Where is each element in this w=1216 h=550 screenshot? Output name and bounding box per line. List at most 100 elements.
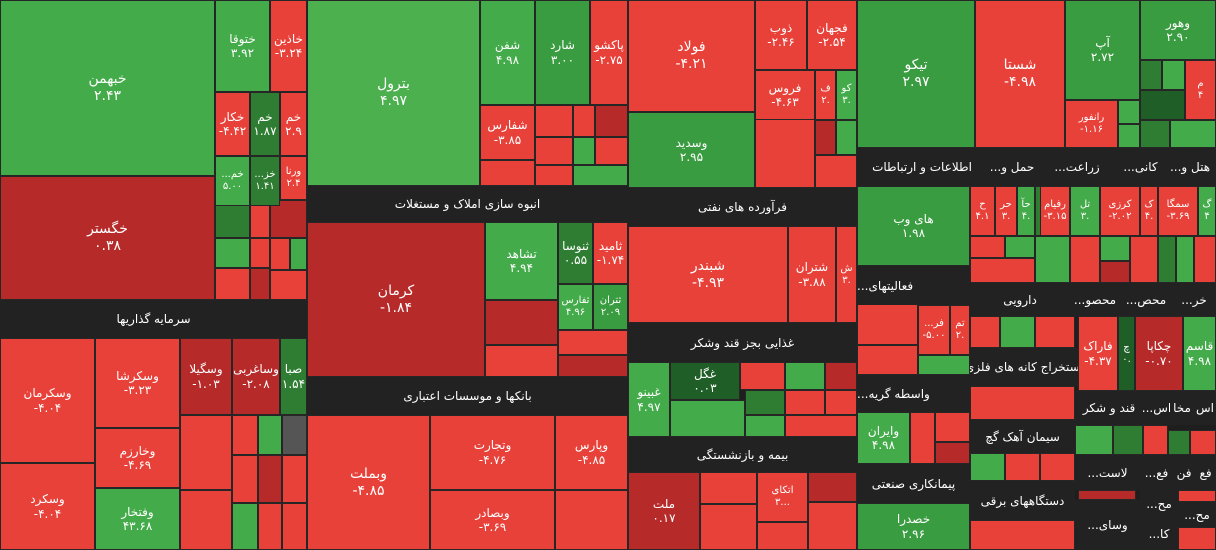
sector-header[interactable]: انبوه سازی املاک و مستغلات xyxy=(307,186,628,222)
treemap-cell[interactable] xyxy=(970,453,1005,481)
treemap-cell[interactable] xyxy=(745,390,785,415)
tile-web[interactable]: های وب ۱.۹۸ xyxy=(857,186,970,266)
tile-ghabino[interactable]: غبینو ۴.۹۷ xyxy=(628,362,670,437)
sector-header[interactable]: کانی... xyxy=(1117,148,1164,186)
treemap-cell[interactable] xyxy=(282,455,307,503)
treemap-cell[interactable] xyxy=(910,412,935,464)
treemap-cell[interactable] xyxy=(836,120,857,155)
tile-vaskord[interactable]: وسکرد -۴.۰۴ xyxy=(0,463,95,550)
treemap-cell[interactable] xyxy=(258,503,282,550)
treemap-cell[interactable] xyxy=(573,137,595,165)
treemap-cell[interactable] xyxy=(232,415,258,455)
tile-safars[interactable]: ثفارس ۴.۹۶ xyxy=(558,284,593,330)
treemap-cell[interactable] xyxy=(745,415,785,437)
treemap-cell[interactable] xyxy=(757,522,808,550)
tile-far[interactable]: فر... -۵.۰۰ xyxy=(918,305,950,355)
tile-sh[interactable]: ش ۳. xyxy=(836,226,857,323)
treemap-cell[interactable] xyxy=(970,386,1075,420)
sector-header[interactable]: فع xyxy=(1195,455,1216,490)
treemap-cell[interactable] xyxy=(535,137,573,165)
treemap-cell[interactable] xyxy=(1118,100,1140,124)
treemap-cell[interactable] xyxy=(573,105,595,137)
tile-shasta[interactable]: شستا -۴.۹۸ xyxy=(975,0,1065,148)
tile-vasgila[interactable]: وسگیلا -۱.۰۳ xyxy=(180,338,232,415)
sector-header[interactable]: لاست... xyxy=(1075,455,1140,490)
treemap-cell[interactable] xyxy=(1143,425,1168,455)
tile-vabesader[interactable]: وبصادر -۳.۶۹ xyxy=(430,490,555,550)
treemap-cell[interactable] xyxy=(180,490,232,550)
sector-header[interactable]: وسای... xyxy=(1075,500,1140,550)
treemap-cell[interactable] xyxy=(1140,90,1185,120)
treemap-cell[interactable] xyxy=(180,415,232,490)
treemap-cell[interactable] xyxy=(1140,60,1162,90)
treemap-cell[interactable] xyxy=(595,105,628,137)
treemap-cell[interactable] xyxy=(1176,236,1194,283)
tile-tashahed[interactable]: تشاهد ۴.۹۴ xyxy=(485,222,558,300)
treemap-cell[interactable] xyxy=(785,390,825,415)
treemap-cell[interactable] xyxy=(815,155,857,188)
treemap-cell[interactable] xyxy=(215,238,250,268)
treemap-cell[interactable] xyxy=(1178,527,1216,550)
sector-header[interactable]: هتل و... xyxy=(1164,148,1216,186)
tile-tam[interactable]: تم ۲. xyxy=(950,305,970,355)
sector-header[interactable]: خر... xyxy=(1172,283,1216,316)
treemap-cell[interactable] xyxy=(250,268,270,300)
treemap-cell[interactable] xyxy=(1130,236,1158,283)
treemap-cell[interactable] xyxy=(970,316,1000,348)
tile-shabandar[interactable]: شبندر -۴.۹۳ xyxy=(628,226,788,323)
tile-vakharazm[interactable]: وخارزم -۴.۶۹ xyxy=(95,428,180,488)
tile-k[interactable]: ک ۴. xyxy=(1140,186,1158,236)
tile-vairan[interactable]: وایران ۴.۹۸ xyxy=(857,412,910,464)
tile-khm1[interactable]: خم ۱.۸۷ xyxy=(250,92,280,156)
treemap-cell[interactable] xyxy=(1158,236,1176,283)
sector-header[interactable]: دارویی xyxy=(970,283,1070,316)
tile-vabemellat[interactable]: وبملت -۴.۸۵ xyxy=(307,415,430,550)
treemap-cell[interactable] xyxy=(485,345,558,377)
tile-khgostar[interactable]: خگستر ۰.۳۸ xyxy=(0,176,215,300)
sector-header[interactable]: واسطه گریه... xyxy=(857,375,970,412)
tile-korazi[interactable]: کرزی -۲.۰۲ xyxy=(1100,186,1140,236)
treemap-cell[interactable] xyxy=(535,105,573,137)
tile-vorna[interactable]: ورنا ۲.۴ xyxy=(280,156,307,200)
sector-header[interactable]: کا... xyxy=(1140,517,1178,550)
sector-header[interactable]: مخا xyxy=(1170,391,1194,425)
treemap-cell[interactable] xyxy=(232,455,258,503)
treemap-cell[interactable] xyxy=(485,300,558,345)
sector-header[interactable]: فن xyxy=(1173,455,1195,490)
tile-khbahman[interactable]: خبهمن ۲.۴۳ xyxy=(0,0,215,176)
tile-vafetkhar[interactable]: وفتخار ۴۳.۶۸ xyxy=(95,488,180,550)
sector-header[interactable]: اس xyxy=(1194,391,1216,425)
sector-header[interactable]: قند و شکر xyxy=(1075,391,1143,425)
treemap-cell[interactable] xyxy=(1035,316,1075,348)
treemap-cell[interactable] xyxy=(258,415,282,455)
tile-melat[interactable]: ملت ۰.۱۷ xyxy=(628,472,700,550)
tile-sanosa[interactable]: ثنوسا ۰.۵۵ xyxy=(558,222,593,284)
treemap-cell[interactable] xyxy=(970,258,1035,283)
treemap-cell[interactable] xyxy=(1168,430,1190,455)
sector-header[interactable]: فع... xyxy=(1140,455,1173,490)
treemap-cell[interactable] xyxy=(808,502,857,550)
treemap-cell[interactable] xyxy=(1113,425,1143,455)
tile-pakshoo[interactable]: پاکشو -۲.۷۵ xyxy=(590,0,628,105)
treemap-cell[interactable] xyxy=(1078,490,1136,500)
treemap-cell[interactable] xyxy=(1190,430,1216,455)
treemap-cell[interactable] xyxy=(1178,490,1216,502)
tile-vahoor[interactable]: وهور ۲.۹۰ xyxy=(1140,0,1216,60)
treemap-cell[interactable] xyxy=(785,415,857,437)
sector-header[interactable]: غذایی بجز قند وشکر xyxy=(628,323,857,362)
tile-farak[interactable]: فاراک -۴.۳۷ xyxy=(1078,316,1118,391)
treemap-cell[interactable] xyxy=(573,165,628,186)
tile-f[interactable]: ف ۲. xyxy=(815,70,836,120)
treemap-cell[interactable] xyxy=(808,472,857,502)
tile-vatejarat[interactable]: وتجارت -۴.۷۶ xyxy=(430,415,555,490)
tile-qasem[interactable]: قاسم ۴.۹۸ xyxy=(1183,316,1216,391)
sector-header[interactable]: محصو... xyxy=(1070,283,1120,316)
tile-ranfor[interactable]: رانفور -۱.۱۶ xyxy=(1065,100,1118,148)
sector-header[interactable]: فرآورده های نفتی xyxy=(628,188,857,226)
tile-foolad[interactable]: فولاد -۴.۲۱ xyxy=(628,0,755,112)
treemap-cell[interactable] xyxy=(825,362,857,390)
tile-sharad[interactable]: شارد ۳.۰۰ xyxy=(535,0,590,105)
treemap-cell[interactable] xyxy=(970,520,1075,550)
treemap-cell[interactable] xyxy=(250,238,270,268)
